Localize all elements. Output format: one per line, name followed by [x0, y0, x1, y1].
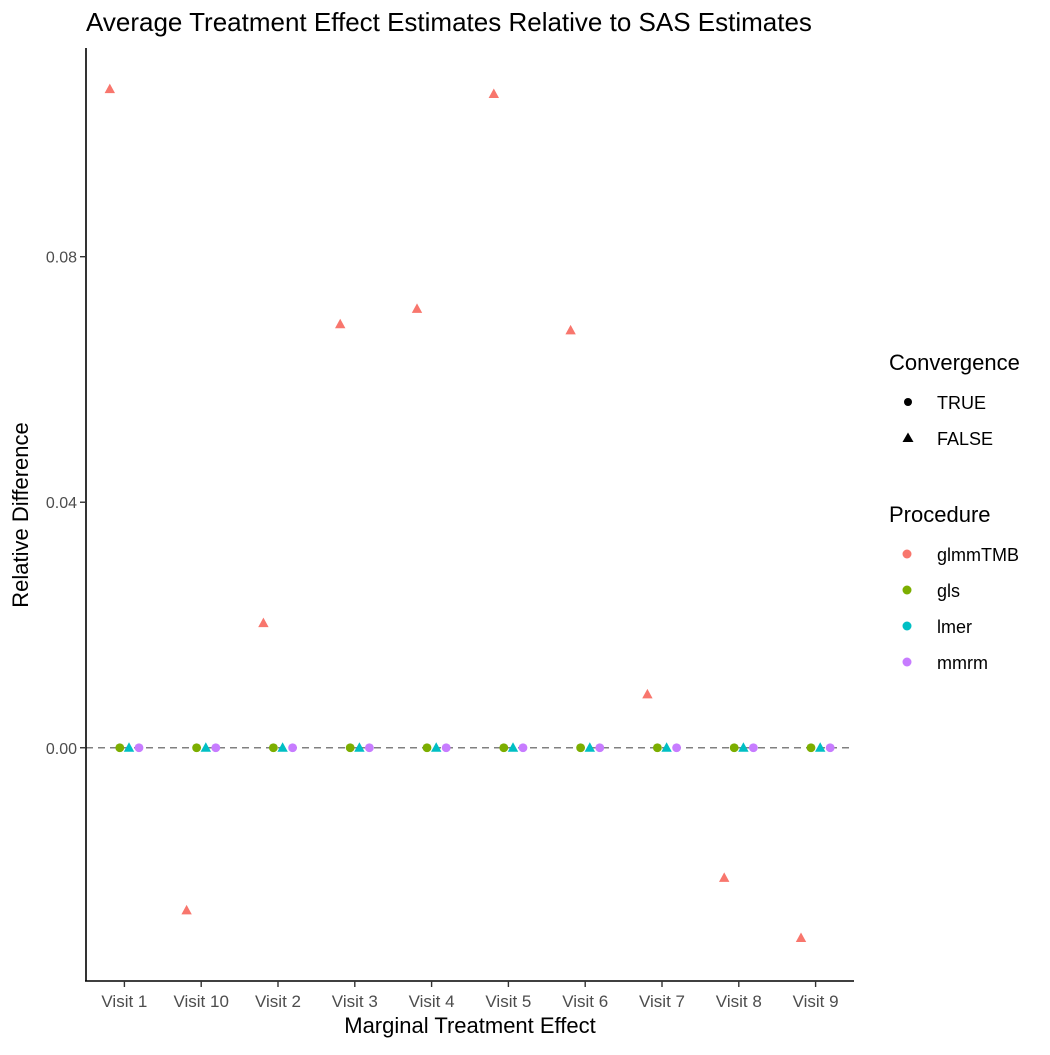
point-glmmtmb-triangle	[335, 318, 346, 329]
point-mmrm-circle	[441, 743, 451, 753]
x-tick-label: Visit 9	[793, 992, 839, 1011]
x-tick-label: Visit 2	[255, 992, 301, 1011]
x-axis-label: Marginal Treatment Effect	[344, 1013, 596, 1038]
point-gls-circle	[268, 743, 278, 753]
plot-area: 0.00 0.04 0.08 Visit 1 Visit 10 Visit 2 Visit …	[46, 48, 854, 1011]
x-tick-label: Visit 6	[562, 992, 608, 1011]
legend-color-dot	[902, 549, 912, 559]
x-tick-label: Visit 7	[639, 992, 685, 1011]
x-tick-label: Visit 1	[101, 992, 147, 1011]
point-gls-circle	[652, 743, 662, 753]
point-glmmtmb-triangle	[411, 303, 423, 313]
y-tick-label: 0.00	[46, 741, 77, 758]
legend-item-label: TRUE	[937, 393, 986, 413]
point-gls-circle	[345, 743, 355, 753]
point-gls-circle	[576, 743, 585, 753]
x-tick-label: Visit 4	[409, 992, 455, 1011]
legend-color-dot	[902, 585, 912, 595]
x-tick-label: Visit 10	[173, 992, 228, 1011]
point-glmmtmb-triangle	[258, 617, 269, 628]
point-mmrm-circle	[288, 743, 297, 753]
point-glmmtmb-triangle	[642, 688, 653, 699]
legend-item-false: FALSE	[902, 429, 993, 449]
legend-item-label: mmrm	[937, 653, 988, 673]
point-gls-circle	[806, 743, 816, 753]
point-glmmtmb-triangle	[795, 932, 807, 943]
point-lmer-triangle	[661, 742, 672, 752]
point-lmer-triangle	[584, 742, 596, 752]
y-tick-label: 0.08	[46, 250, 77, 267]
point-glmmtmb-triangle	[488, 88, 500, 99]
legend-item-label: lmer	[937, 617, 972, 637]
point-glmmtmb-triangle	[719, 872, 730, 882]
point-lmer-triangle	[738, 742, 749, 752]
legend-circle-marker	[904, 398, 912, 406]
legend-item-glmmtmb: glmmTMB	[902, 545, 1019, 565]
point-gls-circle	[115, 743, 125, 753]
legend-procedure: Procedure glmmTMB gls lmer mmrm	[889, 502, 1019, 673]
point-mmrm-circle	[595, 743, 605, 753]
point-mmrm-circle	[364, 743, 374, 753]
y-tick-label: 0.04	[46, 495, 77, 512]
legend-item-label: FALSE	[937, 429, 993, 449]
point-lmer-triangle	[815, 742, 826, 752]
point-gls-circle	[729, 743, 739, 753]
legend-procedure-title: Procedure	[889, 502, 991, 527]
point-mmrm-circle	[748, 743, 758, 753]
point-glmmtmb-triangle	[181, 904, 192, 915]
point-gls-circle	[499, 743, 509, 753]
x-tick-label: Visit 3	[332, 992, 378, 1011]
legend-item-lmer: lmer	[902, 617, 972, 637]
point-lmer-triangle	[507, 742, 519, 752]
point-lmer-triangle	[354, 742, 365, 752]
point-glmmtmb-triangle	[565, 324, 576, 335]
legend-item-gls: gls	[902, 581, 960, 601]
legend-convergence-title: Convergence	[889, 350, 1020, 375]
legend-color-dot	[902, 657, 912, 667]
x-tick-label: Visit 8	[716, 992, 762, 1011]
point-mmrm-circle	[825, 743, 835, 753]
point-mmrm-circle	[672, 743, 681, 753]
point-lmer-triangle	[431, 742, 442, 752]
chart-title: Average Treatment Effect Estimates Relat…	[86, 7, 812, 37]
point-glmmtmb-triangle	[104, 83, 116, 94]
x-tick-label: Visit 5	[485, 992, 531, 1011]
point-gls-circle	[192, 743, 201, 753]
y-axis-label: Relative Difference	[8, 422, 33, 607]
legend-item-mmrm: mmrm	[902, 653, 988, 673]
point-mmrm-circle	[518, 743, 528, 753]
point-gls-circle	[422, 743, 432, 753]
point-mmrm-circle	[211, 743, 221, 753]
legend-convergence: Convergence TRUE FALSE	[889, 350, 1020, 449]
legend-color-dot	[902, 621, 912, 631]
legend-item-true: TRUE	[904, 393, 986, 413]
point-lmer-triangle	[200, 742, 212, 752]
legend-triangle-marker	[902, 432, 914, 442]
point-lmer-triangle	[123, 742, 135, 752]
legend-item-label: gls	[937, 581, 960, 601]
point-mmrm-circle	[134, 743, 144, 753]
legend-item-label: glmmTMB	[937, 545, 1019, 565]
point-lmer-triangle	[277, 742, 288, 752]
